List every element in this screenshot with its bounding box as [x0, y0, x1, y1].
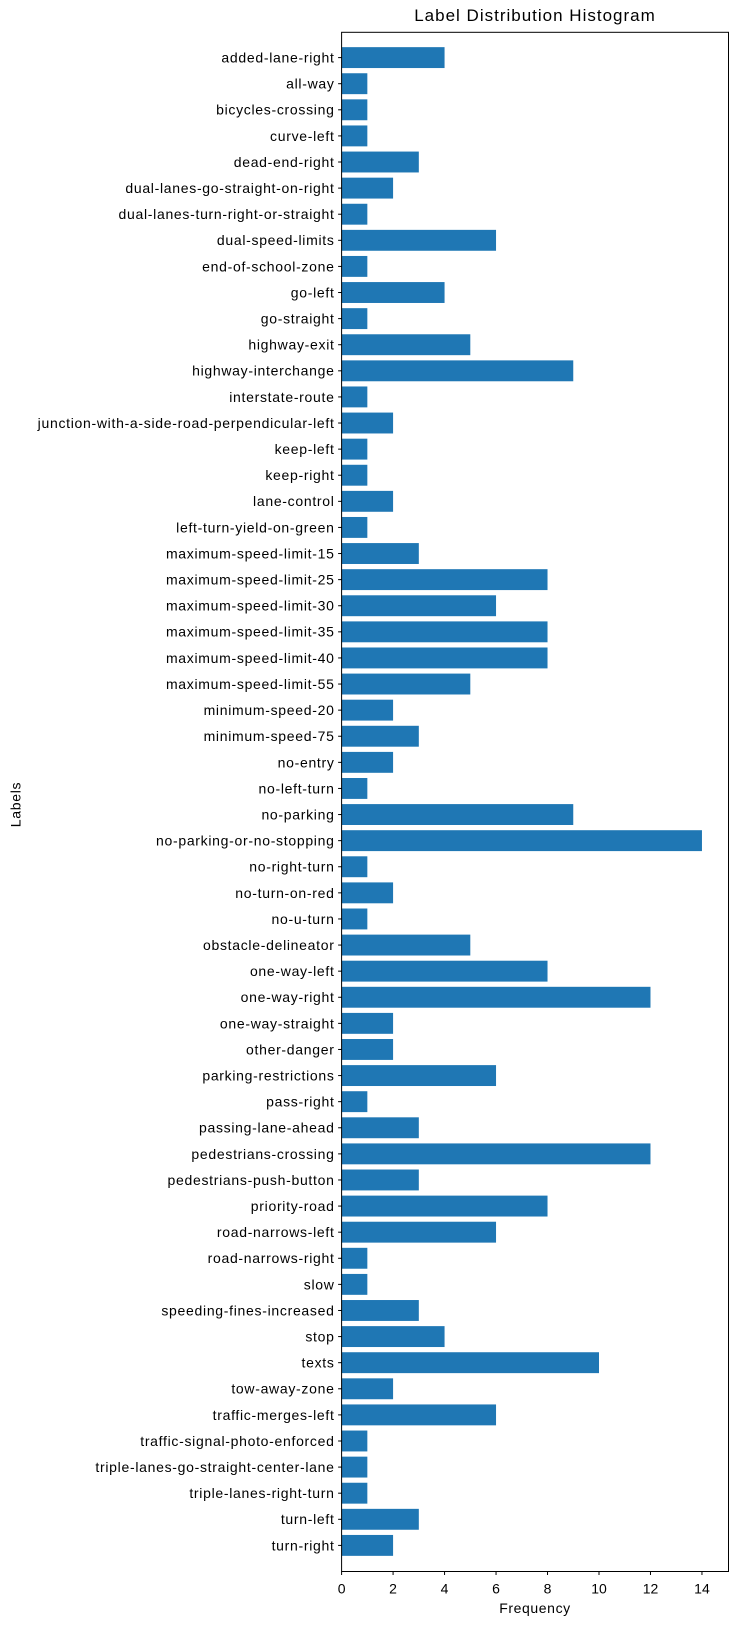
svg-text:curve-left: curve-left	[270, 128, 335, 144]
svg-text:no-left-turn: no-left-turn	[258, 780, 334, 796]
svg-text:10: 10	[591, 1581, 607, 1597]
svg-text:dead-end-right: dead-end-right	[234, 154, 335, 170]
svg-text:road-narrows-right: road-narrows-right	[208, 1250, 335, 1266]
svg-text:tow-away-zone: tow-away-zone	[231, 1381, 334, 1397]
svg-text:turn-left: turn-left	[281, 1511, 335, 1527]
svg-text:14: 14	[694, 1581, 710, 1597]
svg-text:maximum-speed-limit-25: maximum-speed-limit-25	[166, 572, 335, 588]
svg-text:parking-restrictions: parking-restrictions	[202, 1067, 334, 1083]
svg-text:texts: texts	[302, 1355, 335, 1371]
svg-text:Labels: Labels	[8, 782, 24, 827]
svg-text:pass-right: pass-right	[266, 1094, 334, 1110]
svg-text:maximum-speed-limit-55: maximum-speed-limit-55	[166, 676, 335, 692]
svg-text:all-way: all-way	[286, 76, 334, 92]
svg-text:triple-lanes-go-straight-cente: triple-lanes-go-straight-center-lane	[95, 1459, 334, 1475]
svg-text:Label Distribution Histogram: Label Distribution Histogram	[414, 6, 656, 25]
svg-text:slow: slow	[304, 1276, 335, 1292]
svg-text:one-way-straight: one-way-straight	[220, 1015, 335, 1031]
svg-text:minimum-speed-20: minimum-speed-20	[204, 702, 335, 718]
svg-text:lane-control: lane-control	[253, 493, 335, 509]
svg-text:minimum-speed-75: minimum-speed-75	[204, 728, 335, 744]
svg-text:4: 4	[441, 1581, 449, 1597]
svg-text:bicycles-crossing: bicycles-crossing	[216, 102, 335, 118]
svg-text:traffic-merges-left: traffic-merges-left	[213, 1407, 335, 1423]
svg-text:one-way-left: one-way-left	[250, 963, 335, 979]
svg-text:interstate-route: interstate-route	[229, 389, 334, 405]
svg-text:dual-speed-limits: dual-speed-limits	[217, 232, 335, 248]
svg-text:dual-lanes-turn-right-or-strai: dual-lanes-turn-right-or-straight	[119, 206, 335, 222]
svg-text:no-u-turn: no-u-turn	[271, 911, 334, 927]
svg-text:0: 0	[338, 1581, 346, 1597]
svg-text:stop: stop	[305, 1328, 334, 1344]
svg-text:keep-right: keep-right	[265, 467, 334, 483]
svg-text:no-turn-on-red: no-turn-on-red	[235, 885, 334, 901]
svg-text:Frequency: Frequency	[499, 1600, 571, 1616]
svg-text:one-way-right: one-way-right	[241, 989, 335, 1005]
svg-text:no-parking-or-no-stopping: no-parking-or-no-stopping	[156, 833, 335, 849]
svg-text:12: 12	[643, 1581, 659, 1597]
svg-text:traffic-signal-photo-enforced: traffic-signal-photo-enforced	[140, 1433, 334, 1449]
svg-text:6: 6	[492, 1581, 500, 1597]
svg-text:dual-lanes-go-straight-on-righ: dual-lanes-go-straight-on-right	[125, 180, 334, 196]
svg-text:other-danger: other-danger	[246, 1041, 335, 1057]
svg-text:highway-interchange: highway-interchange	[192, 363, 335, 379]
svg-text:road-narrows-left: road-narrows-left	[217, 1224, 335, 1240]
svg-text:passing-lane-ahead: passing-lane-ahead	[199, 1120, 335, 1136]
svg-text:highway-exit: highway-exit	[248, 337, 334, 353]
svg-text:maximum-speed-limit-15: maximum-speed-limit-15	[166, 545, 335, 561]
svg-text:end-of-school-zone: end-of-school-zone	[202, 258, 334, 274]
svg-text:priority-road: priority-road	[251, 1198, 335, 1214]
svg-text:obstacle-delineator: obstacle-delineator	[203, 937, 335, 953]
svg-text:maximum-speed-limit-40: maximum-speed-limit-40	[166, 650, 335, 666]
svg-text:left-turn-yield-on-green: left-turn-yield-on-green	[176, 519, 334, 535]
svg-text:pedestrians-crossing: pedestrians-crossing	[191, 1146, 334, 1162]
svg-text:triple-lanes-right-turn: triple-lanes-right-turn	[189, 1485, 334, 1501]
svg-text:added-lane-right: added-lane-right	[221, 50, 334, 66]
svg-text:go-straight: go-straight	[261, 311, 335, 327]
svg-text:pedestrians-push-button: pedestrians-push-button	[168, 1172, 335, 1188]
svg-text:no-entry: no-entry	[278, 754, 335, 770]
svg-text:speeding-fines-increased: speeding-fines-increased	[161, 1302, 334, 1318]
svg-text:turn-right: turn-right	[272, 1537, 335, 1553]
svg-text:junction-with-a-side-road-perp: junction-with-a-side-road-perpendicular-…	[37, 415, 335, 431]
svg-text:2: 2	[389, 1581, 397, 1597]
svg-text:maximum-speed-limit-35: maximum-speed-limit-35	[166, 624, 335, 640]
svg-text:maximum-speed-limit-30: maximum-speed-limit-30	[166, 598, 335, 614]
svg-text:go-left: go-left	[291, 284, 335, 300]
svg-text:no-parking: no-parking	[261, 806, 334, 822]
svg-text:8: 8	[544, 1581, 552, 1597]
svg-text:no-right-turn: no-right-turn	[249, 859, 334, 875]
svg-text:keep-left: keep-left	[275, 441, 335, 457]
